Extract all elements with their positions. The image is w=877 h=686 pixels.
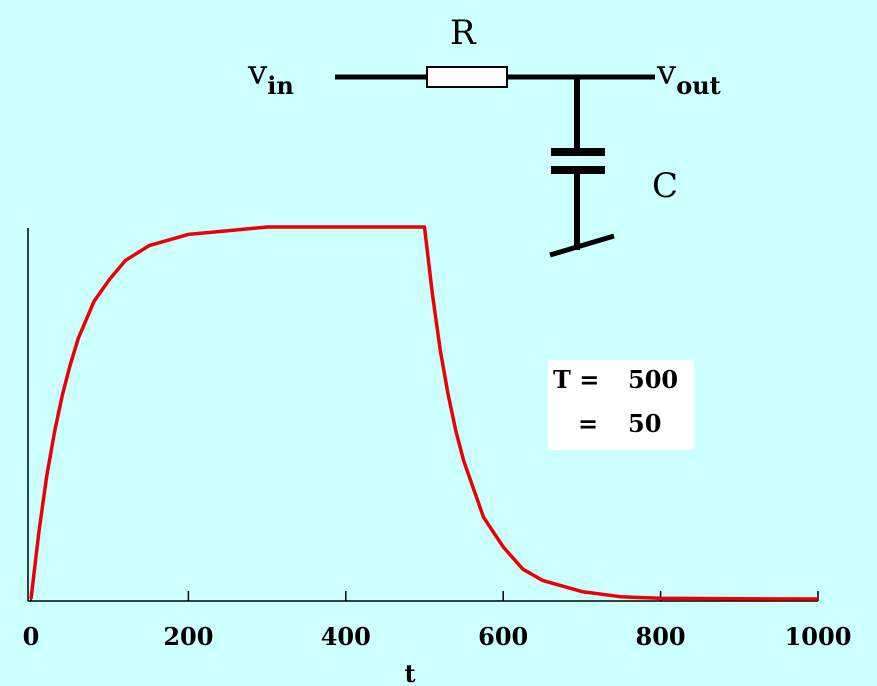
x-tick-label: 600 [478, 622, 528, 651]
vout-label: vout [656, 53, 721, 100]
x-tick-label: 1000 [785, 622, 852, 651]
x-tick-label: 400 [321, 622, 371, 651]
tau-value: 50 [628, 409, 661, 438]
vin-base: v [247, 53, 268, 93]
vin-label: vin [247, 53, 294, 100]
vout-subscript: out [676, 71, 721, 100]
response-chart: 0 200 400 600 800 1000 t [23, 225, 852, 686]
resistor-label: R [450, 13, 477, 53]
ground-symbol [549, 233, 615, 258]
x-axis-label: t [404, 659, 415, 686]
x-tick-label: 0 [23, 622, 40, 651]
rc-circuit-schematic: R C vin vout [247, 13, 721, 258]
resistor-symbol [426, 66, 508, 88]
output-voltage-curve [29, 225, 819, 601]
x-axis-ticks: 0 200 400 600 800 1000 [23, 591, 852, 651]
x-tick-label: 200 [163, 622, 213, 651]
vout-base: v [656, 53, 677, 93]
capacitor-label: C [652, 166, 678, 206]
tau-label: = [578, 409, 598, 438]
period-label: T = [553, 365, 599, 394]
parameter-box-background [548, 360, 694, 450]
parameter-box: T = 500 = 50 [548, 360, 694, 450]
vin-subscript: in [267, 71, 294, 100]
period-value: 500 [628, 365, 678, 394]
x-tick-label: 800 [636, 622, 686, 651]
